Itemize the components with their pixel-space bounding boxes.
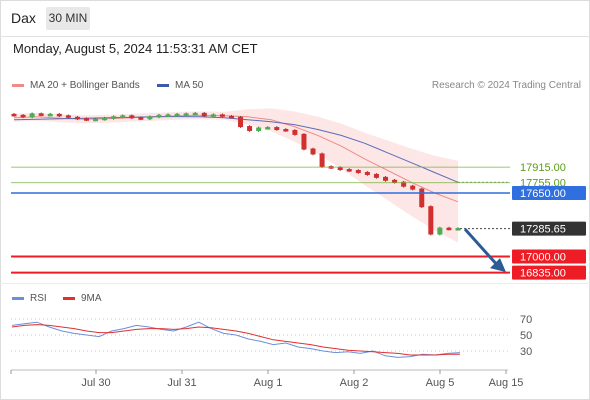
rsi-tick-label: 70: [520, 314, 532, 326]
legend-rsi-ma: 9MA: [63, 293, 102, 304]
candle-body: [446, 227, 452, 231]
forecast-arrow-shaft: [463, 228, 499, 266]
rsi-swatch: [12, 296, 24, 300]
price-level-label: 16835.00: [520, 268, 566, 280]
price-level-label: 17650.00: [520, 188, 566, 200]
candle-body: [247, 126, 253, 131]
candle-body: [455, 228, 461, 231]
candle-body: [364, 171, 370, 175]
rsi-tick-label: 50: [520, 330, 532, 342]
price-level-tag: [512, 186, 586, 200]
legend-rsi-ma-label: 9MA: [81, 293, 102, 304]
symbol-label: Dax: [11, 10, 36, 26]
legend-ma50-label: MA 50: [175, 80, 204, 91]
candle-body: [120, 115, 126, 118]
candle-body: [165, 114, 171, 117]
x-tick-label: Aug 15: [489, 377, 524, 389]
candle-body: [20, 114, 26, 118]
candle-body: [102, 117, 108, 121]
price-level-tag: [512, 160, 586, 175]
candle-body: [373, 173, 379, 178]
candle-body: [29, 113, 35, 118]
candle-body: [238, 116, 244, 128]
candle-body: [265, 127, 271, 130]
rsi-line: [11, 321, 461, 358]
datetime-label: Monday, August 5, 2024 11:53:31 AM CET: [13, 41, 258, 56]
candle-body: [310, 148, 316, 155]
candle-body: [11, 113, 17, 117]
rsi-ma-line: [11, 324, 460, 356]
price-level-label: 17285.65: [520, 224, 566, 236]
candle-body: [319, 153, 325, 168]
bollinger-band-fill: [14, 108, 458, 243]
x-tick-label: Aug 2: [340, 377, 369, 389]
x-tick-label: Jul 30: [81, 377, 110, 389]
candle-body: [201, 112, 207, 117]
legend-bb: MA 20 + Bollinger Bands: [12, 80, 140, 91]
rsi-tick-label: 30: [520, 346, 532, 358]
candle-body: [210, 114, 216, 117]
x-tick-label: Aug 1: [254, 377, 283, 389]
credit-label: Research © 2024 Trading Central: [431, 80, 581, 91]
candle-body: [183, 113, 189, 116]
candle-body: [129, 115, 135, 119]
price-level-tag: [512, 249, 586, 264]
candle-body: [401, 181, 407, 187]
legend-rsi: RSI: [12, 293, 47, 304]
ma50-line: [13, 116, 459, 183]
candle-body: [337, 167, 343, 171]
candle-body: [256, 127, 262, 131]
candle-body: [174, 113, 180, 117]
forecast-arrow-head: [490, 258, 506, 273]
candle-body: [274, 127, 280, 130]
candle-body: [192, 112, 198, 116]
candle-body: [392, 179, 398, 183]
candle-body: [219, 114, 225, 117]
candle-body: [65, 115, 71, 118]
price-level-tag: [512, 265, 586, 280]
bb-swatch: [12, 83, 24, 87]
candle-body: [419, 188, 425, 208]
candle-body: [56, 113, 62, 117]
ma50-swatch: [157, 83, 169, 87]
candle-body: [428, 206, 434, 235]
chart-header: Dax 30 MIN: [0, 0, 590, 38]
candle-body: [74, 116, 80, 120]
candle-body: [47, 113, 53, 117]
legend-rsi-label: RSI: [30, 293, 47, 304]
legend-ma50: MA 50: [157, 80, 203, 91]
candle-body: [147, 116, 153, 120]
candle-body: [156, 114, 162, 118]
header-divider: [0, 36, 590, 37]
candle-body: [292, 129, 298, 135]
x-tick-label: Aug 5: [426, 377, 455, 389]
price-level-tag: [512, 221, 586, 236]
candle-body: [355, 170, 361, 173]
candle-body: [410, 185, 416, 190]
candle-body: [93, 118, 99, 122]
candle-body: [346, 169, 352, 172]
candle-body: [383, 176, 389, 181]
candle-body: [437, 227, 443, 235]
candle-body: [283, 129, 289, 132]
candle-body: [228, 115, 234, 119]
candle-body: [301, 133, 307, 150]
candle-body: [138, 117, 144, 120]
legend-bb-label: MA 20 + Bollinger Bands: [30, 80, 140, 91]
timeframe-button[interactable]: 30 MIN: [46, 7, 90, 30]
panel-separator: [0, 283, 590, 284]
candle-body: [83, 118, 89, 121]
rsi-ma-swatch: [63, 296, 75, 300]
price-level-label: 17915.00: [520, 162, 566, 174]
candle-body: [38, 113, 44, 116]
x-tick-label: Jul 31: [167, 377, 196, 389]
candle-body: [111, 116, 117, 119]
price-level-label: 17000.00: [520, 252, 566, 264]
